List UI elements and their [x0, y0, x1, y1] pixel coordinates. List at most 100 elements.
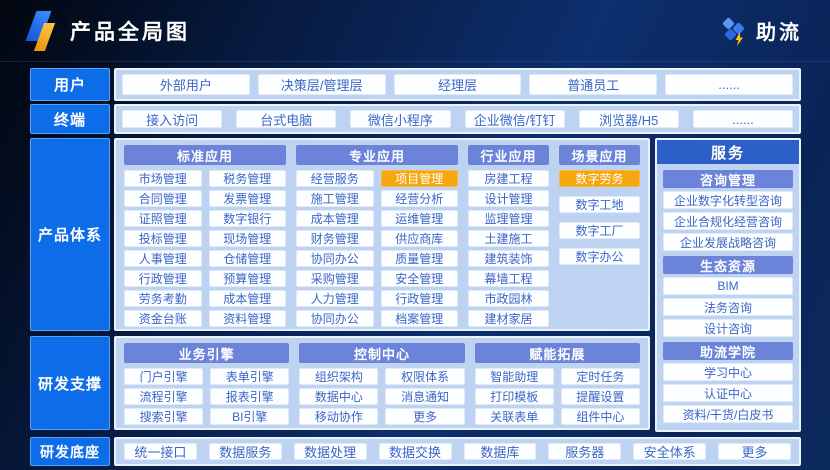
item-chip[interactable]: 数字银行 — [208, 210, 286, 227]
item-chip[interactable]: 劳务考勤 — [124, 290, 202, 307]
item-chip[interactable]: 数据库 — [463, 443, 537, 460]
item-chip[interactable]: 建材家居 — [468, 310, 549, 327]
item-chip[interactable]: 权限体系 — [385, 368, 465, 385]
item-chip[interactable]: 经理层 — [393, 74, 522, 95]
item-chip[interactable]: 施工管理 — [296, 190, 374, 207]
item-chip[interactable]: 建筑装饰 — [468, 250, 549, 267]
item-chip[interactable]: 行政管理 — [124, 270, 202, 287]
item-chip[interactable]: 统一接口 — [124, 443, 197, 460]
item-chip[interactable]: 提醒设置 — [560, 388, 640, 405]
row-label-terminals: 终端 — [30, 104, 110, 134]
item-chip[interactable]: 外部用户 — [122, 74, 250, 95]
item-chip[interactable]: 采购管理 — [296, 270, 374, 287]
item-chip[interactable]: 关联表单 — [474, 408, 554, 425]
item-chip[interactable]: 数据服务 — [208, 443, 282, 460]
item-chip[interactable]: 数字工厂 — [559, 222, 640, 239]
item-chip[interactable]: 组件中心 — [560, 408, 640, 425]
item-chip[interactable]: 质量管理 — [380, 250, 458, 267]
item-chip[interactable]: 消息通知 — [385, 388, 465, 405]
item-chip[interactable]: 财务管理 — [296, 230, 374, 247]
item-chip[interactable]: 移动协作 — [299, 408, 379, 425]
item-chip[interactable]: 经营服务 — [296, 170, 374, 187]
item-chip[interactable]: 人事管理 — [124, 250, 202, 267]
item-chip[interactable]: 智能助理 — [474, 368, 554, 385]
item-chip[interactable]: 服务器 — [548, 443, 622, 460]
item-chip[interactable]: 发票管理 — [208, 190, 286, 207]
item-chip[interactable]: 数字工地 — [559, 196, 640, 213]
item-chip[interactable]: 企业合规化经营咨询 — [663, 212, 793, 230]
item-chip[interactable]: BIM — [663, 277, 793, 295]
item-chip[interactable]: 设计管理 — [468, 190, 549, 207]
brand-icon — [722, 17, 745, 46]
item-chip[interactable]: 成本管理 — [208, 290, 286, 307]
item-chip[interactable]: 安全体系 — [633, 443, 707, 460]
item-chip[interactable]: 数据中心 — [299, 388, 379, 405]
item-chip[interactable]: BI引擎 — [210, 408, 290, 425]
item-chip[interactable]: 运维管理 — [380, 210, 458, 227]
item-chip[interactable]: 供应商库 — [380, 230, 458, 247]
item-chip[interactable]: 更多 — [718, 443, 791, 460]
item-chip[interactable]: 安全管理 — [380, 270, 458, 287]
group-header: 场景应用 — [559, 145, 640, 165]
item-chip[interactable]: 定时任务 — [560, 368, 640, 385]
item-chip[interactable]: 行政管理 — [380, 290, 458, 307]
item-chip[interactable]: 合同管理 — [124, 190, 202, 207]
item-chip[interactable]: 证照管理 — [124, 210, 202, 227]
item-chip[interactable]: 普通员工 — [529, 74, 658, 95]
group-header: 控制中心 — [299, 343, 465, 363]
item-chip[interactable]: 协同办公 — [296, 250, 374, 267]
item-chip[interactable]: 学习中心 — [663, 363, 793, 381]
item-chip[interactable]: 市政园林 — [468, 290, 549, 307]
item-chip[interactable]: 报表引擎 — [210, 388, 290, 405]
item-chip[interactable]: 浏览器/H5 — [578, 110, 679, 128]
item-chip[interactable]: 成本管理 — [296, 210, 374, 227]
item-chip[interactable]: 设计咨询 — [663, 319, 793, 337]
product-system-row: 产品体系 标准应用 市场管理 税务管理 合同管理 发票管理 证照管理 数字银行 投标管理 现场管… — [30, 138, 650, 331]
rd-base-row: 研发底座 统一接口 数据服务 数据处理 数据交换 数据库 服务器 安全体系 更多 — [30, 437, 801, 466]
item-chip[interactable]: 经营分析 — [380, 190, 458, 207]
item-chip[interactable]: 数据交换 — [378, 443, 452, 460]
item-chip[interactable]: 幕墙工程 — [468, 270, 549, 287]
item-chip[interactable]: 组织架构 — [299, 368, 379, 385]
item-chip[interactable]: 仓储管理 — [208, 250, 286, 267]
app-group: 控制中心组织架构 权限体系 数据中心 消息通知 移动协作 更多 — [299, 343, 465, 425]
item-chip[interactable]: 微信小程序 — [350, 110, 451, 128]
item-chip[interactable]: 表单引擎 — [210, 368, 290, 385]
item-chip[interactable]: 档案管理 — [380, 310, 458, 327]
item-chip[interactable]: 房建工程 — [468, 170, 549, 187]
item-chip[interactable]: 法务咨询 — [663, 298, 793, 316]
item-chip[interactable]: 认证中心 — [663, 384, 793, 402]
item-chip[interactable]: 资金台账 — [124, 310, 202, 327]
item-chip[interactable]: 协同办公 — [296, 310, 374, 327]
item-chip[interactable]: 企业数字化转型咨询 — [663, 191, 793, 209]
item-chip[interactable]: 资料/干货/白皮书 — [663, 405, 793, 423]
item-chip[interactable]: 数字办公 — [559, 248, 640, 265]
item-chip[interactable]: 流程引擎 — [124, 388, 204, 405]
group-header: 生态资源 — [663, 256, 793, 274]
item-chip[interactable]: 台式电脑 — [236, 110, 337, 128]
item-chip[interactable]: 资料管理 — [208, 310, 286, 327]
item-chip[interactable]: 土建施工 — [468, 230, 549, 247]
item-chip[interactable]: 搜索引擎 — [124, 408, 204, 425]
item-chip[interactable]: 门户引擎 — [124, 368, 204, 385]
app-group: 场景应用数字劳务数字工地数字工厂数字办公 — [559, 145, 640, 324]
item-chip[interactable]: 预算管理 — [208, 270, 286, 287]
item-chip[interactable]: 接入访问 — [122, 110, 223, 128]
item-chip[interactable]: 税务管理 — [208, 170, 286, 187]
item-chip[interactable]: 投标管理 — [124, 230, 202, 247]
item-chip[interactable]: 企业发展战略咨询 — [663, 233, 793, 251]
item-chip[interactable]: 决策层/管理层 — [257, 74, 386, 95]
item-chip[interactable]: 打印模板 — [474, 388, 554, 405]
item-chip[interactable]: 监理管理 — [468, 210, 549, 227]
item-chip[interactable]: ...... — [692, 110, 794, 128]
item-chip[interactable]: 人力管理 — [296, 290, 374, 307]
item-chip[interactable]: 数据处理 — [293, 443, 367, 460]
item-chip[interactable]: 市场管理 — [124, 170, 202, 187]
item-chip[interactable]: 项目管理 — [380, 170, 458, 187]
item-chip[interactable]: 更多 — [385, 408, 465, 425]
item-chip[interactable]: 现场管理 — [208, 230, 286, 247]
group-grid: 房建工程设计管理监理管理土建施工建筑装饰幕墙工程市政园林建材家居 — [468, 170, 549, 327]
item-chip[interactable]: 企业微信/钉钉 — [464, 110, 565, 128]
item-chip[interactable]: 数字劳务 — [559, 170, 640, 187]
item-chip[interactable]: ...... — [665, 74, 793, 95]
